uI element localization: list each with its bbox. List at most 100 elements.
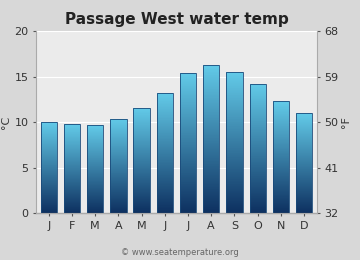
Bar (273, 185, 289, 186)
Bar (296, 209, 312, 210)
Bar (249, 174, 266, 175)
Bar (41, 178, 57, 179)
Bar (87, 132, 103, 133)
Bar (249, 96, 266, 97)
Bar (249, 151, 266, 152)
Bar (134, 135, 150, 136)
Bar (110, 167, 126, 168)
Bar (157, 151, 173, 152)
Bar (157, 115, 173, 116)
Bar (180, 175, 196, 176)
Bar (157, 178, 173, 179)
Bar (226, 88, 243, 89)
Bar (203, 211, 219, 212)
Bar (249, 191, 266, 192)
Bar (157, 113, 173, 114)
Bar (273, 199, 289, 200)
Bar (41, 176, 57, 177)
Bar (203, 140, 219, 141)
Bar (180, 122, 196, 123)
Bar (41, 137, 57, 138)
Bar (157, 187, 173, 188)
Bar (180, 108, 196, 109)
Bar (180, 83, 196, 84)
Bar (273, 146, 289, 147)
Bar (41, 188, 57, 189)
Bar (87, 136, 103, 137)
Bar (110, 174, 126, 175)
Bar (296, 121, 312, 122)
Bar (296, 151, 312, 152)
Bar (249, 125, 266, 126)
Bar (87, 131, 103, 132)
Bar (273, 154, 289, 155)
Bar (64, 197, 80, 198)
Bar (87, 129, 103, 130)
Bar (249, 168, 266, 169)
Bar (134, 115, 150, 116)
Bar (203, 148, 219, 149)
Bar (180, 159, 196, 160)
Bar (180, 75, 196, 76)
Bar (157, 147, 173, 148)
Bar (296, 117, 312, 118)
Bar (226, 135, 243, 136)
Bar (273, 138, 289, 139)
Bar (249, 88, 266, 89)
Bar (226, 169, 243, 170)
Bar (134, 110, 150, 111)
Bar (134, 208, 150, 209)
Bar (180, 140, 196, 141)
Bar (203, 117, 219, 118)
Bar (180, 211, 196, 212)
Bar (180, 110, 196, 111)
Bar (87, 177, 103, 178)
Bar (180, 158, 196, 159)
Bar (203, 212, 219, 213)
Bar (296, 203, 312, 204)
Bar (157, 163, 173, 164)
Bar (226, 95, 243, 96)
Bar (249, 110, 266, 111)
Bar (249, 159, 266, 160)
Bar (296, 184, 312, 185)
Bar (180, 145, 196, 146)
Bar (110, 199, 126, 200)
Bar (41, 139, 57, 140)
Bar (273, 165, 289, 166)
Bar (157, 182, 173, 183)
Bar (157, 208, 173, 209)
Bar (273, 153, 289, 154)
Bar (134, 180, 150, 181)
Bar (41, 197, 57, 198)
Bar (64, 127, 80, 128)
Bar (273, 125, 289, 126)
Bar (273, 128, 289, 129)
Bar (87, 153, 103, 154)
Bar (64, 181, 80, 182)
Bar (157, 164, 173, 165)
Bar (134, 170, 150, 171)
Bar (296, 186, 312, 187)
Bar (203, 172, 219, 173)
Bar (41, 191, 57, 192)
Bar (41, 212, 57, 213)
Bar (249, 212, 266, 213)
Bar (134, 189, 150, 190)
Bar (87, 163, 103, 164)
Bar (180, 80, 196, 81)
Bar (226, 177, 243, 178)
Bar (180, 166, 196, 167)
Bar (87, 201, 103, 202)
Bar (226, 72, 243, 213)
Bar (110, 141, 126, 142)
Bar (64, 131, 80, 132)
Bar (64, 126, 80, 127)
Bar (249, 167, 266, 168)
Bar (157, 140, 173, 141)
Bar (180, 147, 196, 148)
Bar (157, 126, 173, 127)
Bar (110, 172, 126, 173)
Bar (226, 115, 243, 116)
Bar (180, 124, 196, 125)
